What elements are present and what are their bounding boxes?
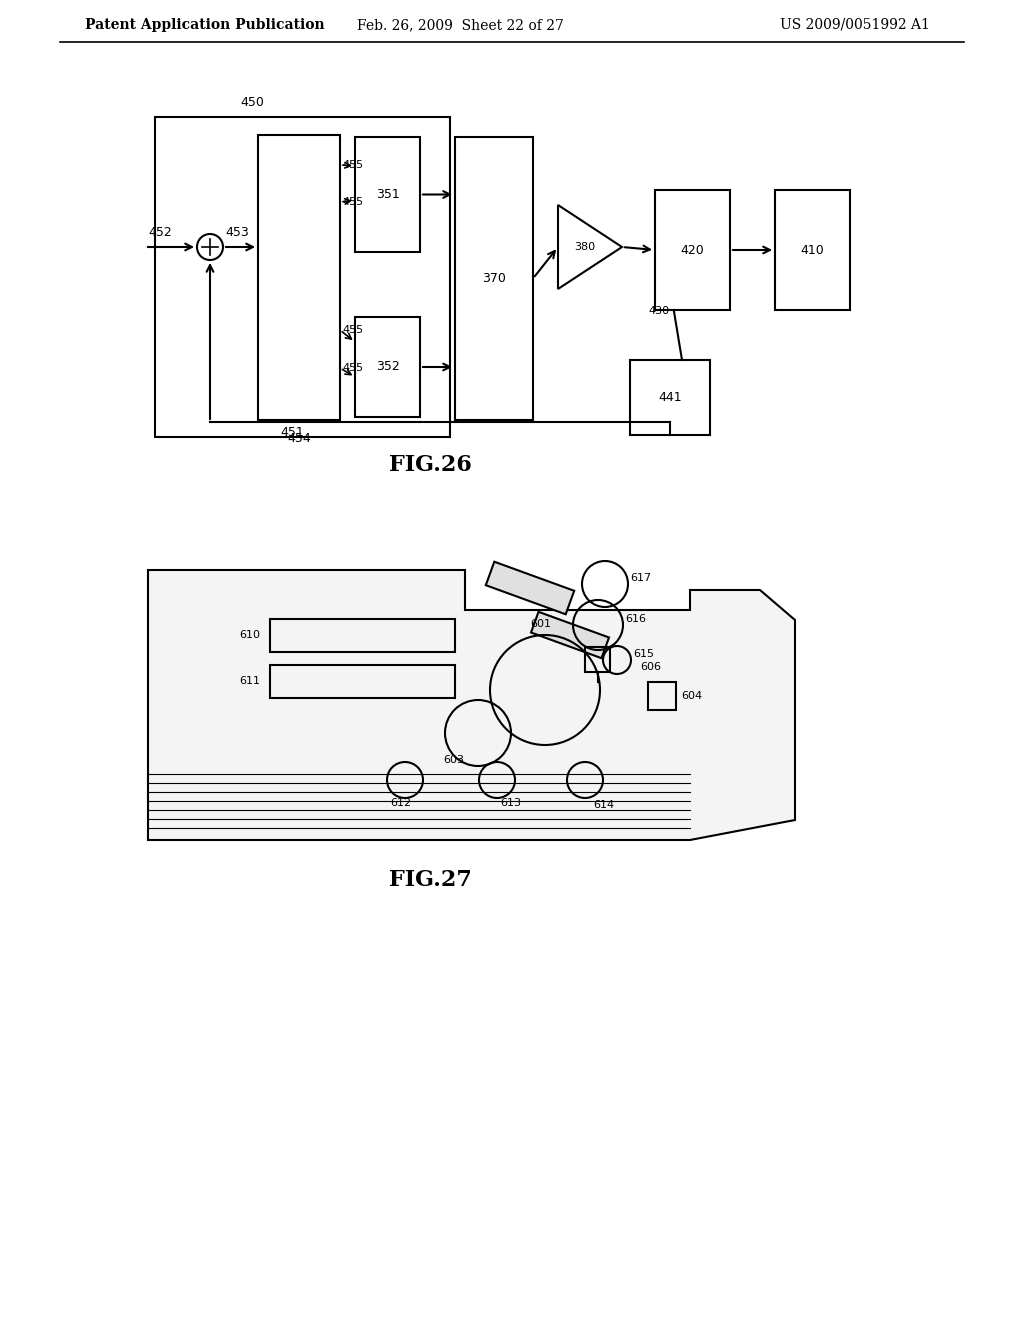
- Polygon shape: [148, 570, 795, 840]
- Text: 450: 450: [241, 96, 264, 110]
- Text: 604: 604: [681, 690, 702, 701]
- Text: 430: 430: [648, 306, 669, 315]
- Text: 616: 616: [625, 614, 646, 624]
- Text: 601: 601: [530, 619, 551, 630]
- Text: 610: 610: [239, 631, 260, 640]
- Text: 451: 451: [280, 426, 304, 440]
- Polygon shape: [531, 612, 609, 659]
- Text: 453: 453: [225, 226, 249, 239]
- Text: 617: 617: [630, 573, 651, 583]
- Text: 352: 352: [376, 360, 399, 374]
- Text: 455: 455: [342, 160, 364, 170]
- Text: 420: 420: [681, 243, 705, 256]
- Text: 452: 452: [148, 226, 172, 239]
- Text: 455: 455: [342, 325, 364, 335]
- Text: 380: 380: [574, 242, 596, 252]
- Text: Patent Application Publication: Patent Application Publication: [85, 18, 325, 32]
- Text: Feb. 26, 2009  Sheet 22 of 27: Feb. 26, 2009 Sheet 22 of 27: [356, 18, 563, 32]
- Text: 613: 613: [500, 799, 521, 808]
- Text: 606: 606: [640, 663, 662, 672]
- Text: 410: 410: [801, 243, 824, 256]
- Text: 441: 441: [658, 391, 682, 404]
- Text: 615: 615: [633, 649, 654, 659]
- Text: FIG.26: FIG.26: [388, 454, 471, 477]
- Text: 455: 455: [342, 197, 364, 207]
- Text: 370: 370: [482, 272, 506, 285]
- Text: FIG.27: FIG.27: [388, 869, 471, 891]
- Text: US 2009/0051992 A1: US 2009/0051992 A1: [780, 18, 930, 32]
- Text: 351: 351: [376, 187, 399, 201]
- Text: 611: 611: [239, 676, 260, 686]
- Polygon shape: [485, 562, 574, 614]
- Text: 454: 454: [287, 432, 311, 445]
- Text: 603: 603: [443, 755, 464, 766]
- Text: 455: 455: [342, 363, 364, 374]
- Text: 614: 614: [593, 800, 614, 810]
- Text: 612: 612: [390, 799, 411, 808]
